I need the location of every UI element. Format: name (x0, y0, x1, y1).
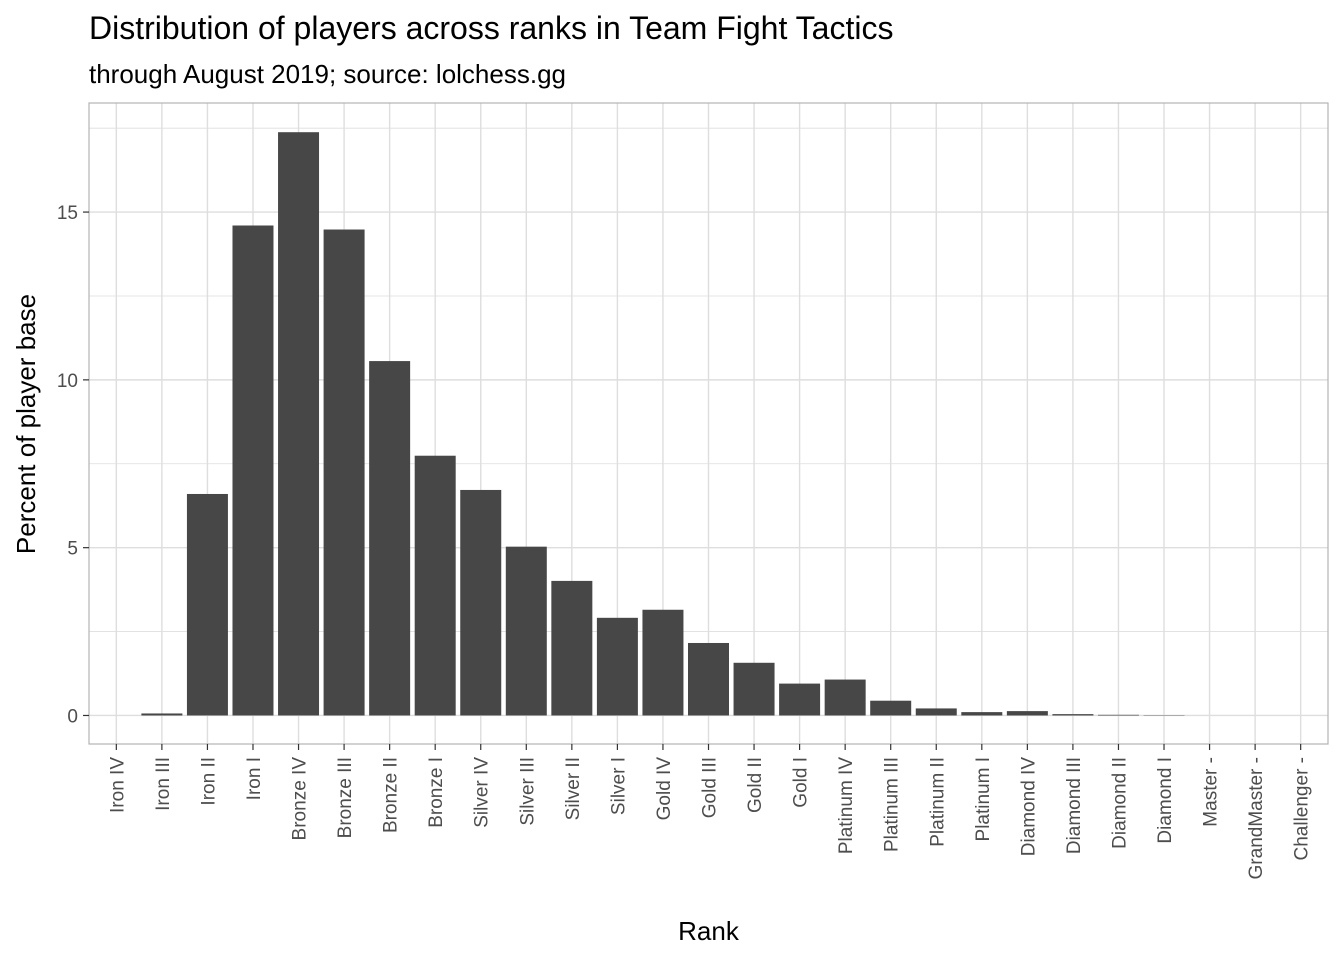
x-tick-label: Diamond III (1064, 757, 1085, 854)
x-tick-label: Diamond II (1109, 757, 1130, 849)
x-tick-label: Bronze II (381, 757, 402, 833)
bar (186, 493, 228, 716)
x-tick-label: Silver IV (472, 757, 493, 828)
bar (688, 642, 729, 716)
x-tick-label: GrandMaster - (1246, 757, 1267, 879)
x-tick-label: Gold I (791, 757, 812, 808)
x-tick-label: Challenger - (1292, 757, 1313, 861)
bar (369, 361, 411, 716)
x-tick-label: Bronze IV (290, 757, 311, 841)
y-tick-label: 10 (57, 371, 78, 392)
bar (961, 712, 1003, 716)
x-tick-label: Bronze I (426, 757, 447, 828)
bar (414, 455, 456, 716)
y-axis: 0 5 10 15 (57, 203, 89, 727)
bar (460, 489, 502, 716)
y-tick-label: 15 (57, 203, 78, 224)
chart-title: Distribution of players across ranks in … (89, 10, 893, 46)
bar (232, 225, 274, 716)
bar (505, 546, 547, 716)
y-tick-label: 5 (67, 539, 78, 560)
bar (779, 683, 821, 716)
bar (1006, 711, 1048, 716)
y-tick-label: 0 (67, 706, 78, 727)
bar (141, 713, 183, 716)
y-axis-title: Percent of player base (11, 294, 41, 554)
bar (596, 617, 638, 716)
x-tick-label: Gold II (745, 757, 766, 813)
bar (870, 700, 912, 716)
x-tick-label: Platinum III (882, 757, 903, 852)
bar (915, 708, 957, 716)
x-tick-label: Gold IV (654, 757, 675, 821)
x-tick-label: Silver II (563, 757, 584, 820)
x-axis-title: Rank (678, 916, 740, 946)
x-tick-label: Platinum II (927, 757, 948, 847)
bar (733, 662, 775, 716)
x-tick-label: Gold III (700, 757, 721, 818)
bars (141, 132, 1185, 716)
x-tick-label: Platinum IV (836, 757, 857, 854)
x-tick-label: Platinum I (973, 757, 994, 841)
bar (1097, 714, 1139, 716)
x-tick-label: Iron I (244, 757, 265, 800)
bar (642, 609, 684, 716)
bar (323, 229, 365, 716)
x-tick-label: Diamond IV (1018, 757, 1039, 857)
x-tick-label: Silver I (608, 757, 629, 815)
x-tick-label: Iron IV (107, 757, 128, 813)
bar (1052, 714, 1094, 716)
x-tick-label: Iron II (198, 757, 219, 806)
x-tick-label: Diamond I (1155, 757, 1176, 844)
x-tick-label: Iron III (153, 757, 174, 811)
bar (824, 679, 866, 716)
x-tick-label: Bronze III (335, 757, 356, 838)
chart-subtitle: through August 2019; source: lolchess.gg (89, 59, 566, 89)
x-axis: Iron IV Iron III Iron II Iron I Bronze IV Bro… (107, 744, 1313, 879)
x-tick-label: Silver III (517, 757, 538, 826)
bar (551, 580, 593, 716)
bar (278, 132, 320, 716)
x-tick-label: Master - (1201, 757, 1222, 827)
